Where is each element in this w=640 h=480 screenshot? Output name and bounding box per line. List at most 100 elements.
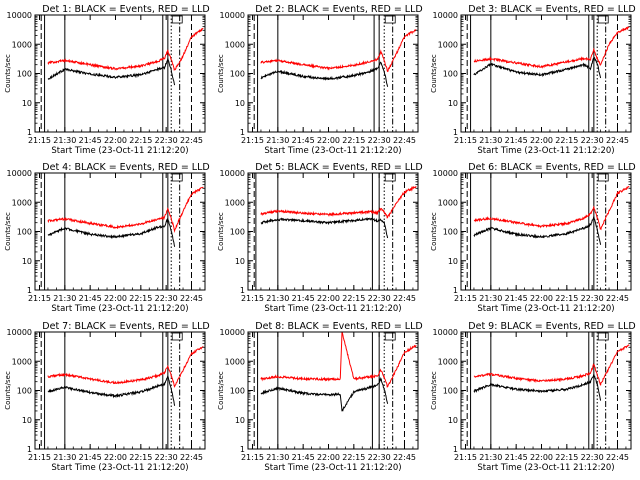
x-tick-label: 22:15 bbox=[555, 453, 578, 462]
box-marker bbox=[597, 173, 609, 182]
y-tick-label: 10000 bbox=[7, 328, 32, 337]
x-axis-label: Start Time (23-Oct-11 21:12:20) bbox=[51, 463, 188, 473]
y-axis-label: Counts/sec bbox=[430, 54, 438, 93]
x-tick-label: 21:15 bbox=[454, 453, 477, 462]
plot-area bbox=[253, 332, 417, 449]
x-tick-label: 21:30 bbox=[479, 294, 502, 303]
series-lld-line bbox=[260, 332, 417, 388]
x-axis-label: Start Time (23-Oct-11 21:12:20) bbox=[264, 304, 401, 314]
panel-title: Det 6: BLACK = Events, RED = LLD bbox=[468, 162, 635, 173]
y-tick-label: 1 bbox=[453, 128, 458, 137]
x-tick-label: 22:30 bbox=[368, 453, 391, 462]
x-tick-label: 22:45 bbox=[606, 136, 629, 145]
series-events-line bbox=[47, 218, 176, 247]
series-events-line bbox=[260, 216, 389, 239]
y-tick-label: 1000 bbox=[225, 198, 245, 207]
y-tick-label: 1000 bbox=[225, 357, 245, 366]
y-tick-label: 10 bbox=[448, 99, 458, 108]
x-tick-label: 22:30 bbox=[581, 136, 604, 145]
x-tick-label: 22:15 bbox=[129, 453, 152, 462]
x-tick-label: 22:30 bbox=[368, 294, 391, 303]
x-tick-label: 21:45 bbox=[79, 136, 102, 145]
series-lld-line bbox=[47, 346, 204, 388]
y-tick-label: 100 bbox=[230, 70, 245, 79]
x-tick-label: 21:30 bbox=[53, 136, 76, 145]
y-tick-label: 1 bbox=[453, 445, 458, 454]
x-tick-label: 22:00 bbox=[104, 453, 127, 462]
y-axis-label: Counts/sec bbox=[430, 212, 438, 251]
box-marker bbox=[384, 332, 396, 341]
panel-title: Det 3: BLACK = Events, RED = LLD bbox=[468, 4, 635, 15]
y-tick-label: 10000 bbox=[433, 169, 458, 178]
box-marker bbox=[171, 15, 183, 24]
y-tick-label: 10000 bbox=[433, 328, 458, 337]
series-lld-line bbox=[260, 185, 417, 219]
x-tick-label: 21:45 bbox=[292, 136, 315, 145]
y-tick-label: 10 bbox=[235, 416, 245, 425]
y-axis-label: Counts/sec bbox=[217, 54, 225, 93]
panel-title: Det 2: BLACK = Events, RED = LLD bbox=[255, 4, 422, 15]
y-tick-label: 1 bbox=[453, 286, 458, 295]
y-tick-label: 1000 bbox=[12, 40, 32, 49]
panel-title: Det 7: BLACK = Events, RED = LLD bbox=[42, 321, 209, 332]
x-tick-label: 21:15 bbox=[454, 294, 477, 303]
panel-title: Det 4: BLACK = Events, RED = LLD bbox=[42, 162, 209, 173]
y-tick-label: 1 bbox=[27, 445, 32, 454]
y-tick-label: 10000 bbox=[433, 11, 458, 20]
y-tick-label: 1000 bbox=[12, 357, 32, 366]
x-tick-label: 21:15 bbox=[454, 136, 477, 145]
x-tick-label: 22:45 bbox=[180, 136, 203, 145]
x-axis-label: Start Time (23-Oct-11 21:12:20) bbox=[264, 463, 401, 473]
x-tick-label: 21:30 bbox=[479, 136, 502, 145]
series-events-line bbox=[47, 56, 176, 86]
x-tick-label: 21:30 bbox=[53, 294, 76, 303]
x-tick-label: 22:30 bbox=[155, 294, 178, 303]
x-tick-label: 22:15 bbox=[555, 294, 578, 303]
y-tick-label: 1 bbox=[240, 286, 245, 295]
y-tick-label: 1 bbox=[27, 286, 32, 295]
plot-area bbox=[466, 15, 630, 132]
box-marker bbox=[171, 173, 183, 182]
x-tick-label: 22:15 bbox=[129, 294, 152, 303]
y-axis-label: Counts/sec bbox=[217, 371, 225, 410]
panel-det-6: Det 6: BLACK = Events, RED = LLD 1 10 100 10… bbox=[430, 162, 636, 314]
x-tick-label: 21:45 bbox=[79, 294, 102, 303]
panel-det-7: Det 7: BLACK = Events, RED = LLD 1 10 100 10… bbox=[4, 321, 210, 473]
x-tick-label: 21:15 bbox=[28, 136, 51, 145]
y-axis-label: Counts/sec bbox=[4, 371, 12, 410]
panel-title: Det 9: BLACK = Events, RED = LLD bbox=[468, 321, 635, 332]
x-axis-label: Start Time (23-Oct-11 21:12:20) bbox=[477, 146, 614, 156]
x-tick-label: 22:30 bbox=[155, 453, 178, 462]
series-lld-line bbox=[473, 186, 630, 231]
y-tick-label: 100 bbox=[17, 387, 32, 396]
x-axis-label: Start Time (23-Oct-11 21:12:20) bbox=[477, 463, 614, 473]
y-tick-label: 1000 bbox=[438, 40, 458, 49]
plot-area bbox=[253, 173, 417, 290]
x-tick-label: 22:00 bbox=[530, 453, 553, 462]
y-tick-label: 10000 bbox=[7, 11, 32, 20]
x-axis-label: Start Time (23-Oct-11 21:12:20) bbox=[51, 304, 188, 314]
box-marker bbox=[171, 332, 183, 341]
x-tick-label: 22:45 bbox=[180, 453, 203, 462]
x-tick-label: 22:15 bbox=[342, 453, 365, 462]
y-tick-label: 1000 bbox=[12, 198, 32, 207]
box-marker bbox=[597, 332, 609, 341]
panel-title: Det 5: BLACK = Events, RED = LLD bbox=[255, 162, 422, 173]
panel-det-8: Det 8: BLACK = Events, RED = LLD 1 10 100 10… bbox=[217, 321, 423, 473]
plot-area bbox=[466, 173, 630, 290]
y-tick-label: 10 bbox=[448, 257, 458, 266]
y-axis-label: Counts/sec bbox=[430, 371, 438, 410]
x-tick-label: 21:45 bbox=[292, 453, 315, 462]
x-tick-label: 21:45 bbox=[505, 294, 528, 303]
x-tick-label: 22:45 bbox=[180, 294, 203, 303]
x-tick-label: 21:30 bbox=[479, 453, 502, 462]
panel-det-9: Det 9: BLACK = Events, RED = LLD 1 10 100 10… bbox=[430, 321, 636, 473]
x-tick-label: 22:00 bbox=[104, 136, 127, 145]
y-tick-label: 1 bbox=[240, 445, 245, 454]
x-tick-label: 22:45 bbox=[393, 453, 416, 462]
series-lld-line bbox=[47, 27, 204, 72]
box-marker bbox=[384, 173, 396, 182]
y-tick-label: 1000 bbox=[225, 40, 245, 49]
series-lld-line bbox=[47, 186, 204, 233]
series-events-line bbox=[473, 56, 602, 79]
